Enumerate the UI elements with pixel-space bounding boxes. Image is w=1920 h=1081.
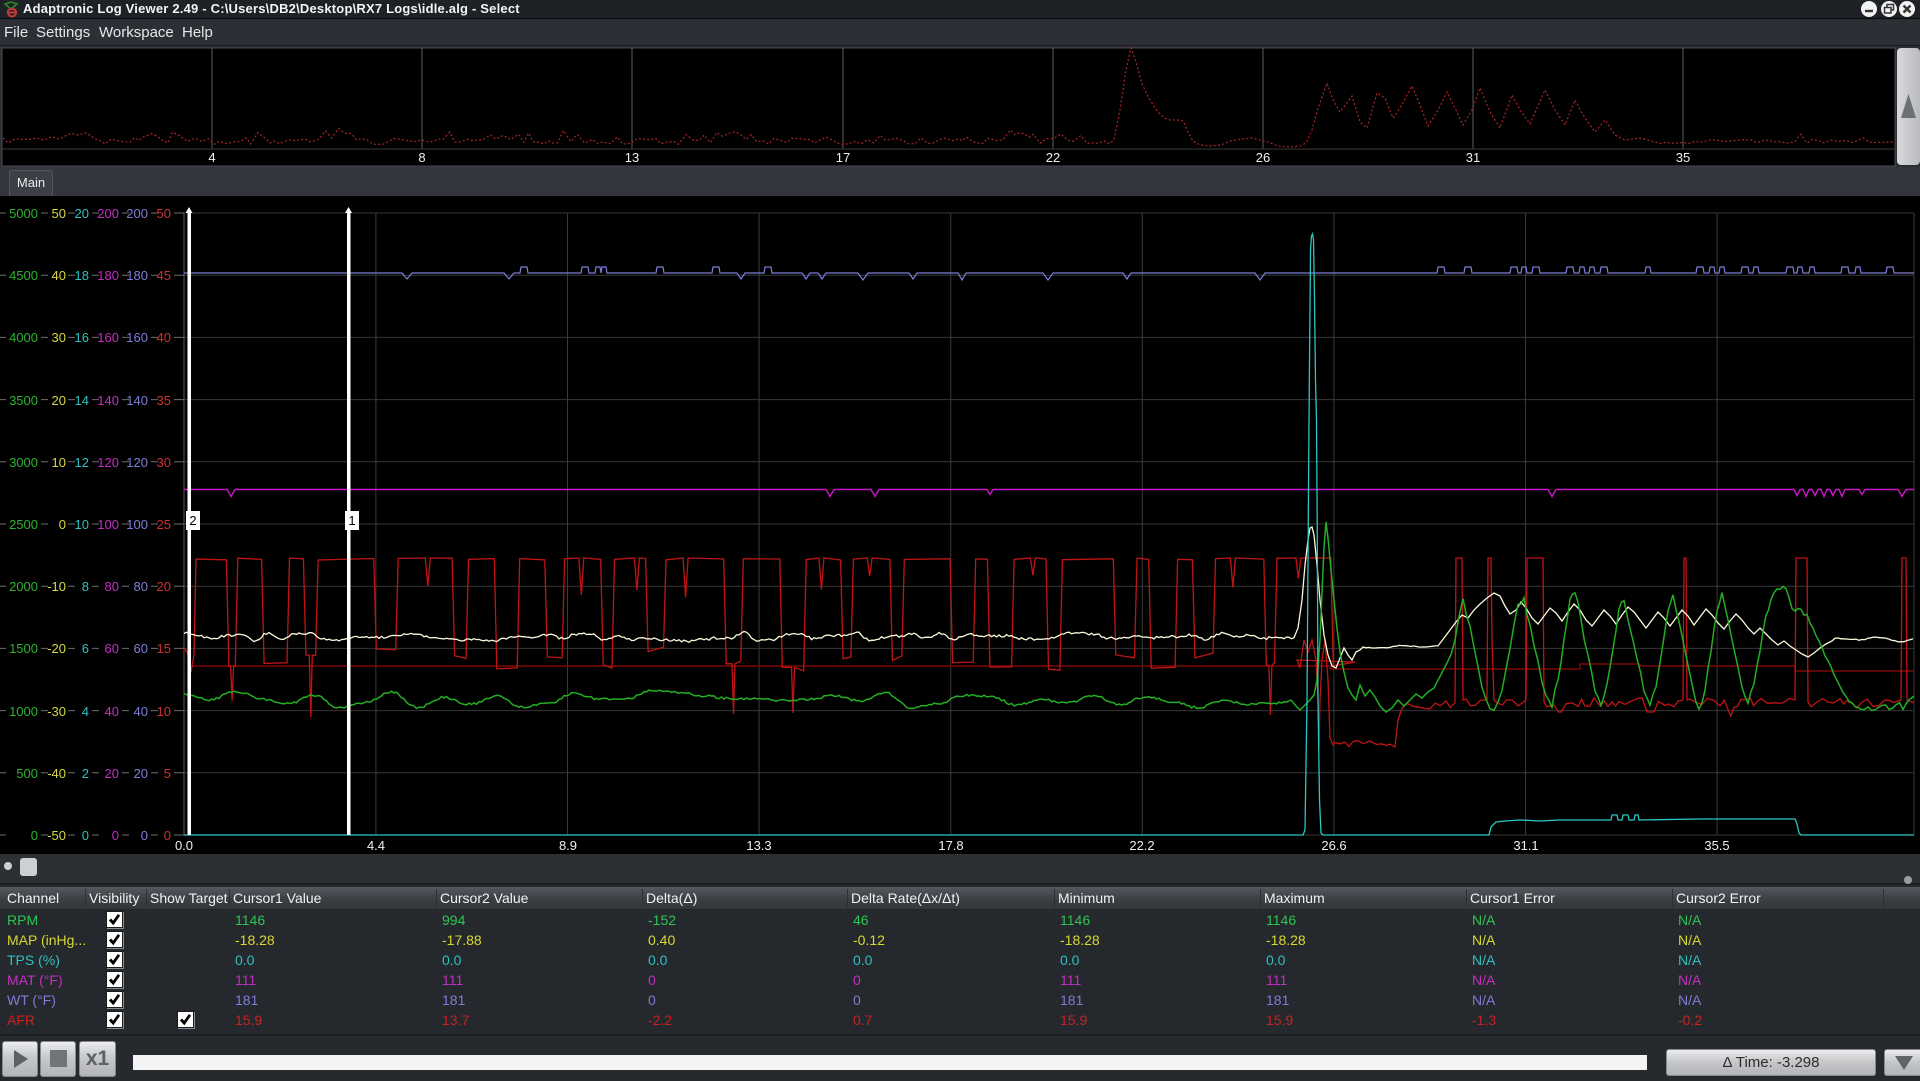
svg-text:2500: 2500 <box>9 517 38 532</box>
svg-text:2: 2 <box>189 513 196 528</box>
svg-text:50: 50 <box>157 206 171 221</box>
svg-text:40: 40 <box>134 704 148 719</box>
svg-text:20: 20 <box>52 393 66 408</box>
svg-text:31.1: 31.1 <box>1513 838 1538 853</box>
svg-text:5000: 5000 <box>9 206 38 221</box>
svg-text:20: 20 <box>75 206 89 221</box>
svg-text:45: 45 <box>157 268 171 283</box>
svg-text:4: 4 <box>82 704 89 719</box>
svg-text:1000: 1000 <box>9 704 38 719</box>
svg-text:-40: -40 <box>47 766 66 781</box>
svg-text:2: 2 <box>82 766 89 781</box>
svg-text:20: 20 <box>157 579 171 594</box>
svg-text:1: 1 <box>348 513 355 528</box>
svg-text:10: 10 <box>52 455 66 470</box>
svg-text:-30: -30 <box>47 704 66 719</box>
svg-text:18: 18 <box>75 268 89 283</box>
svg-text:0: 0 <box>31 828 38 843</box>
svg-text:8: 8 <box>418 150 425 165</box>
svg-text:40: 40 <box>157 330 171 345</box>
svg-text:17.8: 17.8 <box>938 838 963 853</box>
svg-text:60: 60 <box>105 641 119 656</box>
svg-text:1500: 1500 <box>9 641 38 656</box>
svg-text:10: 10 <box>75 517 89 532</box>
svg-text:12: 12 <box>75 455 89 470</box>
svg-text:17: 17 <box>836 150 850 165</box>
svg-text:20: 20 <box>105 766 119 781</box>
svg-text:40: 40 <box>105 704 119 719</box>
svg-text:16: 16 <box>75 330 89 345</box>
svg-text:6: 6 <box>82 641 89 656</box>
svg-text:160: 160 <box>97 330 119 345</box>
svg-text:30: 30 <box>157 455 171 470</box>
svg-text:0: 0 <box>141 828 148 843</box>
svg-text:20: 20 <box>134 766 148 781</box>
svg-text:31: 31 <box>1466 150 1480 165</box>
svg-text:120: 120 <box>126 455 148 470</box>
svg-text:4.4: 4.4 <box>367 838 385 853</box>
svg-text:80: 80 <box>105 579 119 594</box>
svg-text:8: 8 <box>82 579 89 594</box>
svg-text:35.5: 35.5 <box>1704 838 1729 853</box>
svg-text:0: 0 <box>164 828 171 843</box>
svg-text:5: 5 <box>164 766 171 781</box>
svg-text:15: 15 <box>157 641 171 656</box>
svg-text:160: 160 <box>126 330 148 345</box>
svg-text:140: 140 <box>126 393 148 408</box>
svg-text:0: 0 <box>112 828 119 843</box>
svg-text:100: 100 <box>97 517 119 532</box>
svg-text:0: 0 <box>82 828 89 843</box>
svg-text:80: 80 <box>134 579 148 594</box>
svg-text:180: 180 <box>97 268 119 283</box>
svg-text:22.2: 22.2 <box>1129 838 1154 853</box>
svg-text:100: 100 <box>126 517 148 532</box>
svg-text:13.3: 13.3 <box>746 838 771 853</box>
svg-text:26.6: 26.6 <box>1321 838 1346 853</box>
svg-text:35: 35 <box>157 393 171 408</box>
svg-text:3000: 3000 <box>9 455 38 470</box>
svg-text:2000: 2000 <box>9 579 38 594</box>
svg-text:22: 22 <box>1046 150 1060 165</box>
svg-text:14: 14 <box>75 393 89 408</box>
svg-text:-20: -20 <box>47 641 66 656</box>
svg-text:0: 0 <box>59 517 66 532</box>
svg-text:-50: -50 <box>47 828 66 843</box>
svg-text:500: 500 <box>16 766 38 781</box>
svg-text:120: 120 <box>97 455 119 470</box>
svg-text:40: 40 <box>52 268 66 283</box>
svg-text:-10: -10 <box>47 579 66 594</box>
svg-text:8.9: 8.9 <box>559 838 577 853</box>
svg-text:0.0: 0.0 <box>175 838 193 853</box>
svg-text:4000: 4000 <box>9 330 38 345</box>
svg-text:140: 140 <box>97 393 119 408</box>
svg-text:180: 180 <box>126 268 148 283</box>
svg-text:30: 30 <box>52 330 66 345</box>
svg-text:200: 200 <box>97 206 119 221</box>
svg-text:4500: 4500 <box>9 268 38 283</box>
svg-text:10: 10 <box>157 704 171 719</box>
svg-text:3500: 3500 <box>9 393 38 408</box>
svg-text:200: 200 <box>126 206 148 221</box>
svg-text:13: 13 <box>625 150 639 165</box>
svg-text:60: 60 <box>134 641 148 656</box>
svg-text:26: 26 <box>1256 150 1270 165</box>
svg-text:50: 50 <box>52 206 66 221</box>
svg-text:35: 35 <box>1676 150 1690 165</box>
svg-text:4: 4 <box>208 150 215 165</box>
svg-text:25: 25 <box>157 517 171 532</box>
